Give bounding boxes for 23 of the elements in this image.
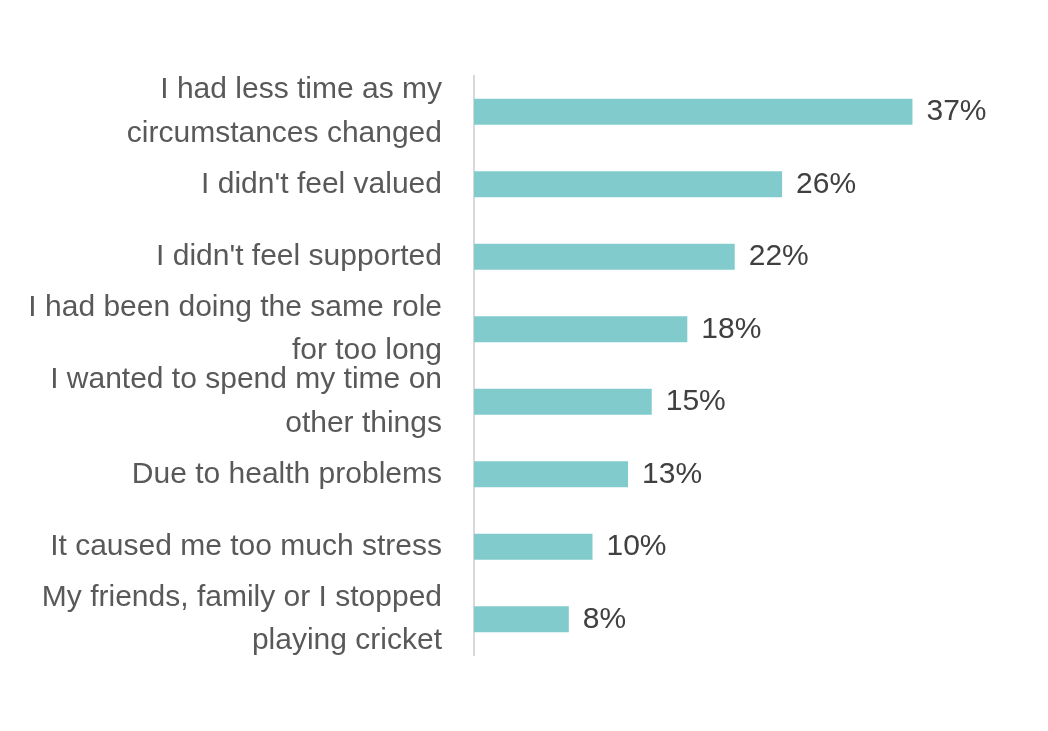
bar [474,316,688,343]
data-label: 18% [701,310,762,344]
bar [474,606,569,633]
bar [474,171,783,198]
data-label: 22% [748,238,809,272]
data-label: 8% [582,600,627,634]
data-label: 26% [796,165,857,199]
y-tick-label: I had been doing the same role for too long [28,288,442,366]
bar [474,243,735,270]
bar [474,461,629,488]
data-label: 15% [665,383,726,417]
data-label: 37% [926,93,987,127]
y-tick-label: Due to health problems [131,455,442,489]
y-tick-label: It caused me too much stress [50,528,442,562]
y-tick-label: I didn't feel valued [201,165,442,199]
bar [474,388,652,415]
bar [474,533,593,560]
y-tick-label: My friends, family or I stopped playing cricket [41,578,443,656]
data-label: 10% [606,528,667,562]
data-label: 13% [642,455,703,489]
y-tick-label: I had less time as my circumstances changed [126,71,442,148]
y-tick-label: I didn't feel supported [156,238,442,272]
bar [474,98,913,125]
